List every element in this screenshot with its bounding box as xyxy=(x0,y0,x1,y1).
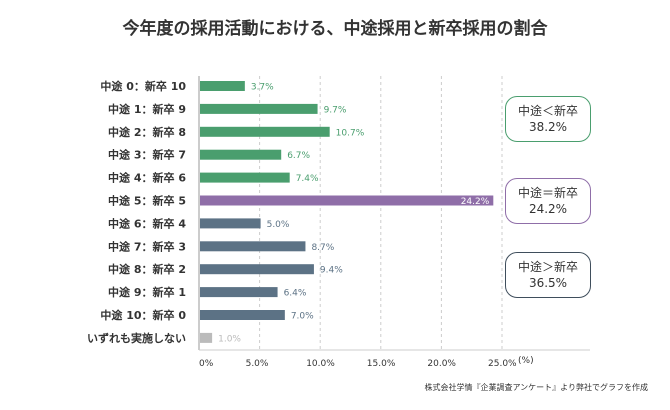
x-tick-label: 25.0% xyxy=(488,359,517,369)
x-tick-label: 10.0% xyxy=(306,359,335,369)
bar xyxy=(200,241,306,252)
group-label: 中途＝新卒 xyxy=(517,186,578,200)
data-label: 8.7% xyxy=(311,243,334,253)
bar xyxy=(200,287,278,298)
x-tick-label: 0% xyxy=(199,359,214,369)
category-label: 中途 4：新卒 6 xyxy=(108,171,186,185)
group-value: 36.5% xyxy=(528,276,568,290)
bar xyxy=(200,126,330,137)
group-box-less: 中途＜新卒 38.2% xyxy=(505,96,591,142)
bar xyxy=(200,332,213,343)
data-label: 10.7% xyxy=(336,128,365,138)
data-label: 7.0% xyxy=(291,312,314,322)
category-label: 中途 5：新卒 5 xyxy=(108,194,186,208)
group-box-greater: 中途＞新卒 36.5% xyxy=(505,252,591,298)
source-note: 株式会社学情『企業調査アンケート』より弊社でグラフを作成 xyxy=(424,383,648,392)
bar xyxy=(200,195,494,206)
bar xyxy=(200,264,314,275)
category-label: 中途 2：新卒 8 xyxy=(108,125,186,139)
bar xyxy=(200,172,290,183)
bar xyxy=(200,149,282,160)
data-label: 9.7% xyxy=(324,105,347,115)
data-label: 3.7% xyxy=(251,83,274,93)
category-label: 中途 7：新卒 3 xyxy=(108,239,186,253)
category-label: 中途 9：新卒 1 xyxy=(108,285,186,299)
bar xyxy=(200,218,261,229)
group-box-equal: 中途＝新卒 24.2% xyxy=(505,178,591,224)
data-label: 9.4% xyxy=(320,266,343,276)
data-label: 24.2% xyxy=(461,197,490,207)
x-tick-label: 5.0% xyxy=(246,359,269,369)
category-label: 中途 1：新卒 9 xyxy=(108,102,186,116)
category-label: いずれも実施しない xyxy=(87,331,186,345)
data-label: 6.4% xyxy=(284,289,307,299)
category-label: 中途 0：新卒 10 xyxy=(100,79,186,93)
bar xyxy=(200,310,285,320)
category-label: 中途 6：新卒 4 xyxy=(108,216,186,230)
category-label: 中途 8：新卒 2 xyxy=(108,262,186,276)
category-label: 中途 10：新卒 0 xyxy=(100,308,186,322)
data-label: 6.7% xyxy=(287,151,310,161)
x-tick-label: 15.0% xyxy=(367,359,396,369)
x-unit-label: (%) xyxy=(518,356,534,366)
group-value: 24.2% xyxy=(528,202,568,216)
bar xyxy=(200,81,245,91)
x-tick-label: 20.0% xyxy=(427,359,456,369)
data-label: 5.0% xyxy=(267,220,290,230)
category-label: 中途 3：新卒 7 xyxy=(108,148,186,162)
group-label: 中途＞新卒 xyxy=(517,260,578,274)
bar xyxy=(200,103,318,114)
chart-title: 今年度の採用活動における、中途採用と新卒採用の割合 xyxy=(122,19,548,39)
group-value: 38.2% xyxy=(528,120,568,134)
data-label: 7.4% xyxy=(296,174,319,184)
group-label: 中途＜新卒 xyxy=(517,104,578,118)
data-label: 1.0% xyxy=(218,334,241,344)
